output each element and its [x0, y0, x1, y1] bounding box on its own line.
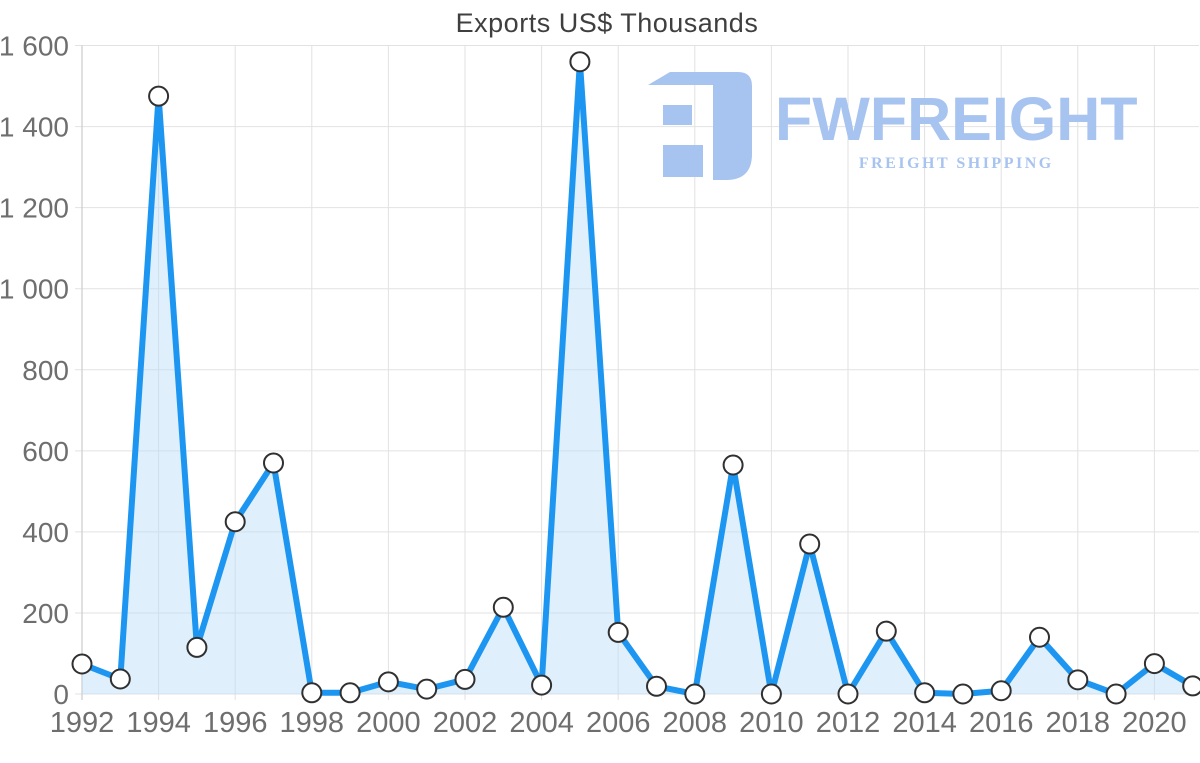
x-tick-label: 2002	[433, 707, 498, 739]
chart-title: Exports US$ Thousands	[455, 8, 759, 38]
data-point-2019	[1105, 683, 1127, 705]
data-point-2003	[492, 596, 514, 618]
fwfreight-mark-icon	[648, 71, 752, 180]
x-tick-label: 2014	[892, 707, 957, 739]
data-point-1999	[339, 682, 361, 704]
x-tick-label: 2010	[739, 707, 804, 739]
data-point-2005	[569, 51, 591, 73]
y-tick-label: 1 200	[0, 193, 69, 224]
x-tick-label: 2016	[969, 707, 1034, 739]
x-tick-label: 2020	[1122, 707, 1187, 739]
data-point-2020	[1143, 653, 1165, 675]
y-tick-label: 600	[22, 436, 69, 467]
data-point-2012	[837, 683, 859, 705]
series-line	[79, 58, 1196, 697]
data-point-2015	[952, 683, 974, 705]
data-point-2002	[454, 668, 476, 690]
x-tick-label: 1994	[126, 707, 191, 739]
x-tick-label: 2006	[586, 707, 651, 739]
y-tick-label: 400	[22, 517, 69, 548]
data-point-2007	[646, 675, 667, 697]
y-tick-label: 0	[53, 679, 69, 710]
x-tick-label: 2004	[509, 707, 574, 739]
y-tick-label: 800	[22, 355, 69, 386]
data-point-2009	[722, 454, 744, 476]
data-point-2001	[416, 678, 438, 700]
data-point-1993	[109, 668, 131, 690]
data-point-1992	[71, 653, 93, 675]
x-tick-label: 1998	[280, 707, 345, 739]
data-point-2004	[531, 674, 553, 696]
data-point-2016	[990, 680, 1012, 702]
brand-text: FWFREIGHT FREIGHT SHIPPING	[775, 89, 1138, 173]
data-point-1994	[148, 85, 170, 107]
brand-name: FWFREIGHT	[775, 85, 1138, 153]
x-tick-label: 1992	[50, 707, 115, 739]
y-tick-label: 200	[22, 598, 69, 629]
data-point-1995	[186, 636, 208, 658]
y-tick-label: 1 000	[0, 274, 69, 305]
x-tick-label: 2008	[663, 707, 728, 739]
data-point-2013	[875, 620, 897, 642]
y-tick-label: 1 600	[0, 31, 69, 62]
data-point-2021	[1182, 675, 1200, 697]
data-point-2006	[607, 621, 629, 643]
x-tick-label: 2012	[816, 707, 881, 739]
data-point-1996	[224, 511, 246, 533]
y-tick-label: 1 400	[0, 112, 69, 143]
x-tick-label: 2000	[356, 707, 421, 739]
x-tick-label: 1996	[203, 707, 268, 739]
data-point-2014	[914, 682, 936, 704]
data-point-1998	[301, 682, 323, 704]
brand-tagline: FREIGHT SHIPPING	[858, 155, 1054, 172]
data-point-2010	[760, 683, 782, 705]
data-point-2018	[1067, 669, 1089, 691]
data-point-2008	[684, 683, 706, 705]
data-point-1997	[263, 452, 284, 474]
x-tick-label: 2018	[1046, 707, 1111, 739]
data-point-2017	[1029, 626, 1050, 648]
data-point-2011	[799, 533, 821, 555]
brand-logo: FWFREIGHT FREIGHT SHIPPING	[648, 68, 1138, 184]
data-point-2000	[377, 671, 399, 693]
